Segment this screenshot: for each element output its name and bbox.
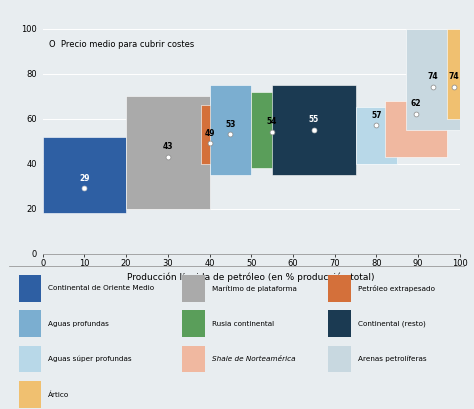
Bar [126, 96, 210, 209]
Text: 43: 43 [163, 142, 173, 151]
Text: 29: 29 [79, 174, 90, 183]
Text: 49: 49 [204, 129, 215, 138]
Text: 57: 57 [371, 111, 382, 120]
Text: O  Precio medio para cubrir costes: O Precio medio para cubrir costes [49, 40, 194, 49]
Bar [43, 137, 126, 213]
Text: Rusia continental: Rusia continental [212, 321, 274, 327]
Text: Aguas súper profundas: Aguas súper profundas [48, 356, 132, 362]
Bar [328, 346, 351, 372]
Text: 74: 74 [448, 72, 459, 81]
Bar [182, 310, 205, 337]
Bar [18, 275, 41, 301]
Bar [272, 85, 356, 175]
Bar [18, 381, 41, 407]
Bar [251, 92, 293, 168]
Text: Marítimo de plataforma: Marítimo de plataforma [212, 285, 297, 292]
Text: Continental (resto): Continental (resto) [357, 320, 425, 327]
Text: Arenas petrolíferas: Arenas petrolíferas [357, 356, 426, 362]
Text: 53: 53 [225, 120, 236, 129]
Bar [447, 29, 460, 119]
Bar [182, 275, 205, 301]
Bar [182, 346, 205, 372]
Text: 55: 55 [309, 115, 319, 124]
Text: 54: 54 [267, 117, 277, 126]
Text: 62: 62 [411, 99, 421, 108]
Text: Ártico: Ártico [48, 391, 69, 398]
Text: 74: 74 [428, 72, 438, 81]
Bar [201, 105, 218, 164]
Text: Shale de Norteamérica: Shale de Norteamérica [212, 356, 296, 362]
Bar [18, 310, 41, 337]
Text: Continental de Oriente Medio: Continental de Oriente Medio [48, 285, 154, 291]
Bar [328, 310, 351, 337]
Bar [210, 85, 251, 175]
Text: Aguas profundas: Aguas profundas [48, 321, 109, 327]
Bar [18, 346, 41, 372]
Bar [356, 108, 397, 164]
X-axis label: Producción líquida de petróleo (en % producción total): Producción líquida de petróleo (en % pro… [128, 272, 375, 282]
Bar [406, 29, 460, 130]
Bar [328, 275, 351, 301]
Text: Petróleo extrapesado: Petróleo extrapesado [357, 285, 435, 292]
Bar [385, 101, 447, 157]
